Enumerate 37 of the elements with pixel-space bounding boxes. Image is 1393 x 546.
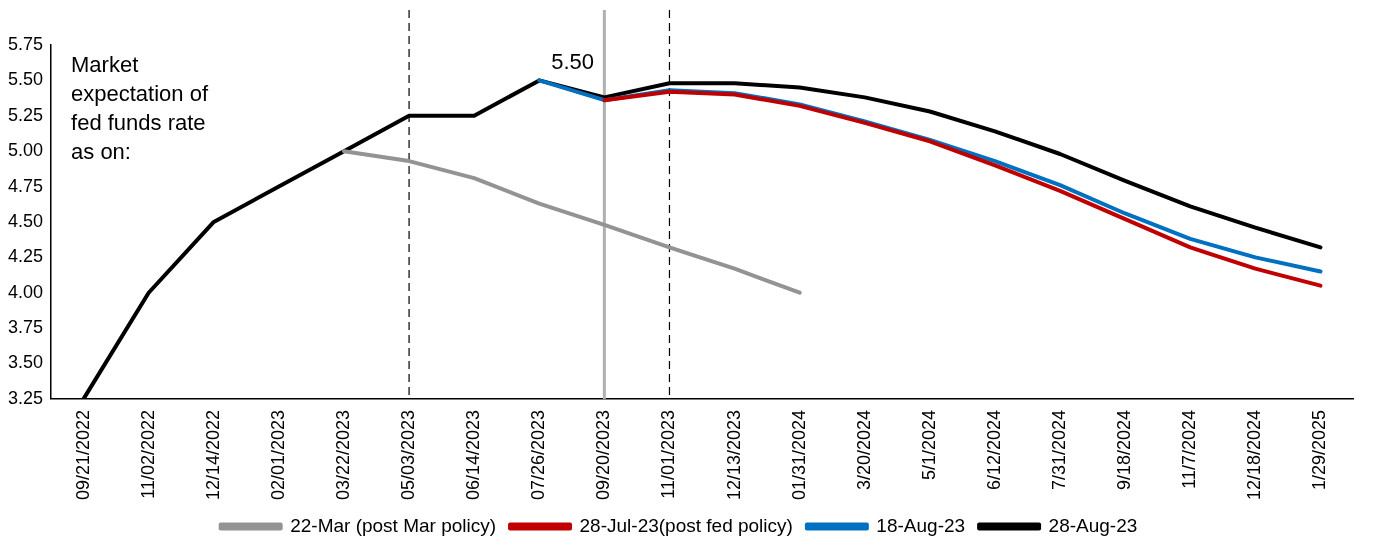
y-tick-label: 4.75 [7, 175, 44, 196]
y-tick-label: 4.50 [7, 210, 44, 231]
x-tick-label: 09/20/2023 [593, 409, 614, 501]
x-tick-label: 11/7/2024 [1179, 409, 1200, 489]
legend-label: 28-Jul-23(post fed policy) [579, 514, 793, 536]
y-tick-label: 5.25 [7, 104, 44, 125]
x-tick-label: 12/13/2023 [723, 409, 744, 501]
x-tick-label: 11/02/2022 [137, 409, 158, 499]
x-tick-label: 12/18/2024 [1244, 409, 1265, 501]
x-tick-label: 7/31/2024 [1049, 409, 1070, 490]
legend-label: 18-Aug-23 [876, 514, 966, 536]
x-tick-label: 07/26/2023 [528, 409, 549, 501]
y-tick-label: 4.25 [7, 246, 44, 267]
y-tick-label: 3.50 [7, 352, 44, 373]
legend-label: 22-Mar (post Mar policy) [290, 514, 497, 536]
x-tick-label: 6/12/2024 [983, 409, 1004, 490]
x-tick-label: 06/14/2023 [463, 409, 484, 501]
x-tick-label: 05/03/2023 [398, 409, 419, 501]
x-tick-label: 3/20/2024 [853, 409, 874, 490]
legend-label: 28-Aug-23 [1048, 514, 1138, 536]
x-tick-label: 11/01/2023 [658, 409, 679, 499]
y-tick-label: 4.00 [7, 281, 44, 302]
y-tick-label: 5.50 [7, 69, 44, 90]
x-tick-label: 01/31/2024 [788, 409, 809, 501]
annotation: 5.50 [551, 49, 595, 75]
y-tick-label: 3.25 [7, 387, 44, 408]
x-tick-label: 9/18/2024 [1114, 409, 1135, 490]
x-tick-label: 02/01/2023 [267, 409, 288, 501]
x-tick-label: 1/29/2025 [1309, 409, 1330, 490]
x-tick-label: 12/14/2022 [202, 409, 223, 501]
annotation: Market expectation of fed funds rate as on: [71, 52, 209, 165]
x-tick-label: 09/21/2022 [72, 409, 93, 501]
y-tick-label: 3.75 [7, 317, 44, 338]
y-tick-label: 5.75 [7, 33, 44, 54]
y-tick-label: 5.00 [7, 140, 44, 161]
x-tick-label: 5/1/2024 [918, 409, 939, 480]
x-tick-label: 03/22/2023 [332, 409, 353, 501]
